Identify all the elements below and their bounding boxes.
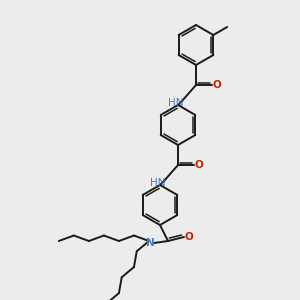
Text: N: N — [146, 238, 154, 248]
Text: HN: HN — [168, 98, 184, 108]
Text: O: O — [195, 160, 203, 170]
Text: O: O — [184, 232, 194, 242]
Text: O: O — [213, 80, 221, 90]
Text: HN: HN — [150, 178, 166, 188]
